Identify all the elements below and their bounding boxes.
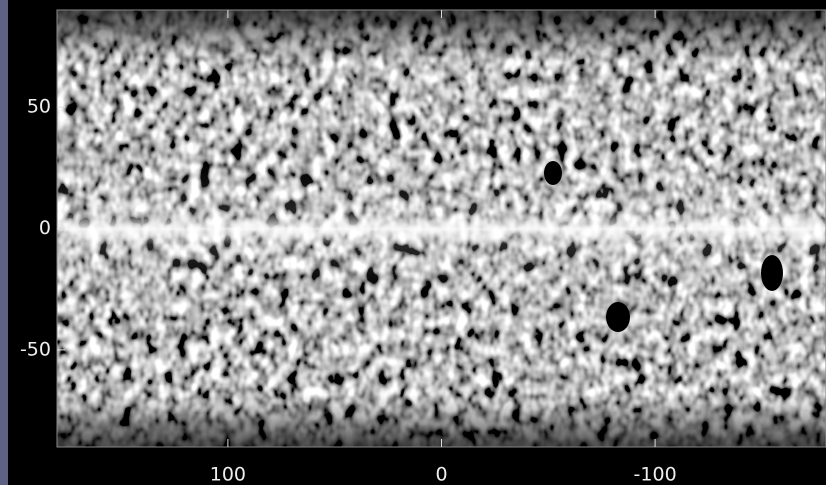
y-tick-label: 50	[27, 96, 51, 118]
window-edge	[0, 0, 8, 485]
y-tick-label: 0	[39, 217, 51, 239]
x-tick-label: 0	[435, 464, 447, 485]
sky-map	[56, 9, 826, 448]
x-tick-label: -100	[634, 464, 677, 485]
y-tick-label: -50	[20, 338, 51, 360]
x-tick-label: 100	[210, 464, 246, 485]
